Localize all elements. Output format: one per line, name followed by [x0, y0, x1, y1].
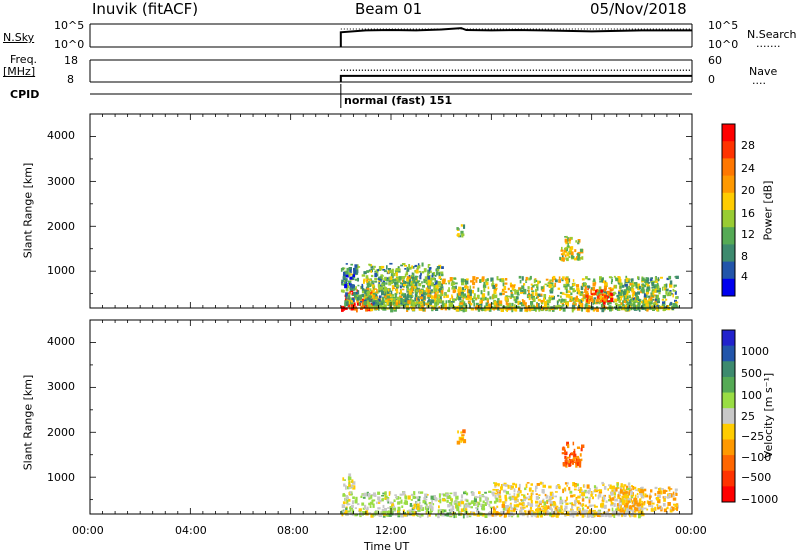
velocity-heatmap — [341, 429, 679, 519]
xtick: 00:00 — [675, 524, 707, 537]
nave-tick-low: 0 — [708, 73, 715, 86]
ytick: 1000 — [47, 471, 75, 484]
power-cbar-swatch — [722, 210, 735, 228]
power-cbar-swatch — [722, 244, 735, 263]
velocity-cbar-swatch — [722, 486, 735, 503]
velocity-cbar-swatch — [722, 361, 735, 378]
date-title: 05/Nov/2018 — [590, 0, 687, 18]
velocity-cbar-tick: −500 — [741, 471, 772, 484]
power-cbar-swatch — [722, 175, 735, 194]
nave-legend: ···· — [752, 77, 766, 90]
nave-label: Nave — [749, 65, 778, 78]
power-region — [340, 267, 357, 289]
power-region — [559, 235, 584, 262]
power-cbar-frame — [721, 123, 736, 297]
freq-tick-high: 18 — [64, 54, 78, 67]
velocity-cbar-tick: −100 — [741, 451, 772, 464]
velocity-region — [456, 429, 467, 445]
power-cbar-tick: 16 — [741, 207, 755, 220]
nsearch-tick-high: 10^5 — [708, 19, 739, 32]
beam-title: Beam 01 — [355, 0, 423, 18]
velocity-cbar-swatch — [722, 455, 735, 472]
velocity-region — [341, 490, 493, 519]
velocity-cbar-tick: −1000 — [741, 493, 779, 506]
velocity-cbar-swatch — [722, 423, 735, 440]
xtick: 12:00 — [375, 524, 407, 537]
velocity-cbar-tick: −25 — [741, 430, 765, 443]
velocity-region — [617, 486, 679, 513]
velocity-cbar-swatch — [722, 330, 735, 347]
power-region — [366, 275, 660, 313]
ytick: 2000 — [47, 220, 75, 233]
xtick: 20:00 — [575, 524, 607, 537]
freq-tick-low: 8 — [67, 73, 74, 86]
power-cbar-tick: 4 — [741, 270, 748, 283]
power-cbar-swatch — [722, 278, 735, 297]
xtick: 08:00 — [277, 524, 309, 537]
nsky-tick-low: 10^0 — [54, 38, 85, 51]
velocity-cbar-swatch — [722, 470, 735, 487]
nsearch-label: N.Search — [747, 28, 797, 41]
velocity-cbar-swatch — [722, 376, 735, 394]
cpid-label: CPID — [10, 88, 40, 101]
velocity-region — [561, 441, 585, 468]
power-cbar-swatch — [722, 227, 735, 245]
xlabel: Time UT — [364, 540, 410, 553]
power-heatmap — [340, 224, 679, 313]
power-cbar-swatch — [722, 261, 735, 280]
velocity-cbar-frame — [721, 329, 736, 503]
power-cbar-swatch — [722, 158, 735, 177]
cpid-value: normal (fast) 151 — [344, 94, 453, 107]
power-cbar-tick: 8 — [741, 250, 748, 263]
power-cbar-swatch — [722, 141, 735, 159]
nave-tick-high: 60 — [708, 54, 722, 67]
power-region — [456, 224, 466, 238]
xtick: 04:00 — [175, 524, 207, 537]
nsky-label: N.Sky — [3, 31, 35, 44]
power-cbar-swatch — [722, 124, 735, 142]
freq-unit: [MHz] — [3, 65, 36, 78]
power-cbar-swatch — [722, 192, 735, 211]
station-title: Inuvik (fitACF) — [92, 0, 199, 18]
ytick: 4000 — [47, 335, 75, 348]
velocity-cbar-swatch — [722, 439, 735, 456]
ytick: 2000 — [47, 426, 75, 439]
nsearch-legend: ······· — [756, 40, 781, 53]
xtick: 16:00 — [475, 524, 507, 537]
power-cbar-tick: 20 — [741, 184, 755, 197]
nsky-tick-high: 10^5 — [54, 19, 85, 32]
velocity-cbar-tick: 100 — [741, 389, 762, 402]
freq-line — [339, 74, 692, 82]
velocity-cbar-swatch — [722, 408, 735, 425]
velocity-cbar-tick: 500 — [741, 367, 762, 380]
ytick: 4000 — [47, 129, 75, 142]
ytick: 3000 — [47, 175, 75, 188]
n-sky-line — [339, 27, 692, 48]
ytick: 3000 — [47, 380, 75, 393]
power-cbar-tick: 24 — [741, 162, 755, 175]
velocity-cbar-swatch — [722, 345, 735, 362]
velocity-cbar-swatch — [722, 392, 735, 409]
power-cbar-tick: 12 — [741, 228, 755, 241]
velocity-cbar-tick: 25 — [741, 410, 755, 423]
nsearch-tick-low: 10^0 — [708, 38, 739, 51]
ytick: 1000 — [47, 264, 75, 277]
freq-label: Freq. — [10, 53, 38, 66]
power-region — [584, 286, 614, 305]
velocity-region — [342, 473, 356, 490]
velocity-region — [491, 481, 645, 519]
power-cbar-tick: 28 — [741, 139, 755, 152]
xtick: 00:00 — [72, 524, 104, 537]
velocity-frame — [89, 319, 693, 515]
velocity-cbar-tick: 1000 — [741, 345, 769, 358]
